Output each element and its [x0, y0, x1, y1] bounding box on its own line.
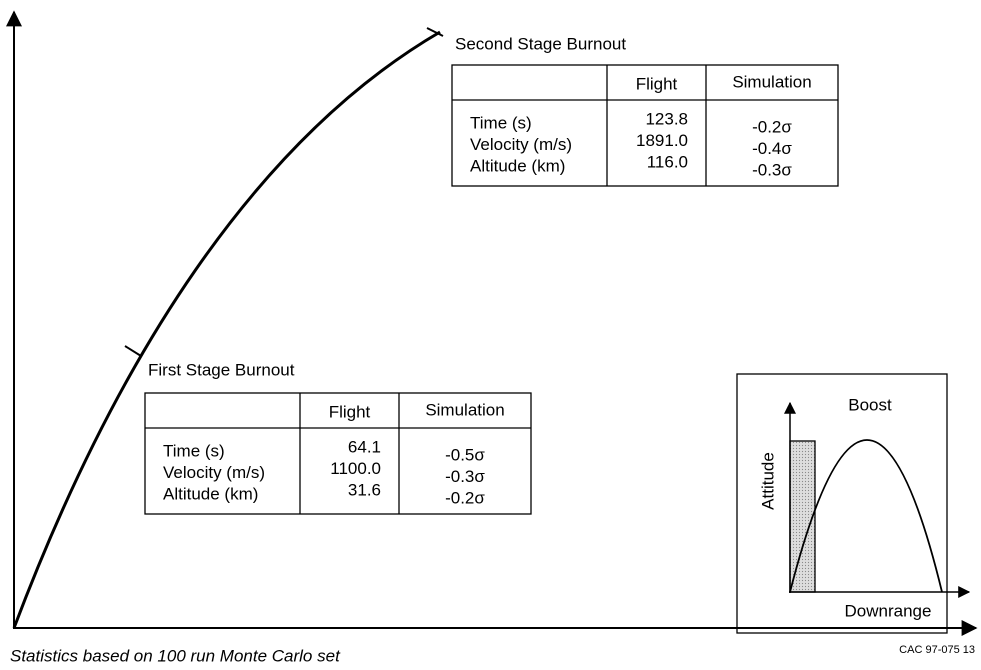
row-label: Altitude (km): [470, 156, 565, 175]
simulation-value: -0.2σ: [752, 117, 792, 136]
flight-value: 1891.0: [636, 131, 688, 150]
column-header: Flight: [636, 74, 678, 93]
simulation-value: -0.2σ: [445, 488, 485, 507]
row-label: Velocity (m/s): [470, 135, 572, 154]
second-stage-tick: [426, 27, 444, 37]
figure-code: CAC 97-075 13: [899, 644, 975, 656]
flight-value: 31.6: [348, 480, 381, 499]
inset-title: Boost: [848, 395, 892, 414]
flight-value: 123.8: [645, 109, 688, 128]
simulation-value: -0.5σ: [445, 445, 485, 464]
row-label: Time (s): [163, 441, 225, 460]
table-border: [144, 392, 532, 515]
trajectory: [12, 30, 441, 629]
flight-value: 1100.0: [330, 459, 381, 478]
footer-note: Statistics based on 100 run Monte Carlo …: [10, 646, 341, 665]
flight-value: 64.1: [348, 437, 381, 456]
first-stage-tick: [124, 345, 142, 357]
column-header: Simulation: [732, 72, 811, 91]
simulation-value: -0.3σ: [752, 160, 792, 179]
table-title: Second Stage Burnout: [455, 34, 626, 53]
simulation-value: -0.3σ: [445, 467, 485, 486]
column-header: Flight: [329, 402, 371, 421]
inset-y-label: Attitude: [758, 452, 777, 510]
shaded-region: [789, 440, 816, 593]
simulation-value: -0.4σ: [752, 139, 792, 158]
flight-value: 116.0: [647, 152, 688, 171]
inset-x-label: Downrange: [845, 601, 932, 620]
table-title: First Stage Burnout: [148, 360, 295, 379]
boost-curve: [789, 439, 943, 593]
row-label: Velocity (m/s): [163, 463, 265, 482]
row-label: Time (s): [470, 113, 532, 132]
column-header: Simulation: [425, 400, 504, 419]
table-border: [451, 64, 839, 187]
inset-box: [736, 373, 948, 634]
row-label: Altitude (km): [163, 484, 258, 503]
